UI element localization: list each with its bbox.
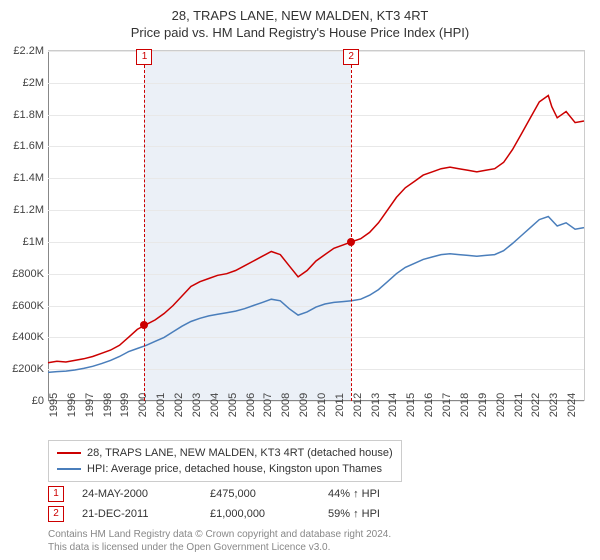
x-tick-label: 2003: [191, 393, 203, 417]
footer-line: Contains HM Land Registry data © Crown c…: [48, 528, 391, 541]
y-tick-label: £1.4M: [4, 172, 44, 184]
sale-marker-box: 1: [136, 49, 152, 65]
y-tick-label: £600K: [4, 300, 44, 312]
legend-item-property: 28, TRAPS LANE, NEW MALDEN, KT3 4RT (det…: [57, 445, 393, 461]
x-tick-label: 2014: [387, 393, 399, 417]
title-main: 28, TRAPS LANE, NEW MALDEN, KT3 4RT: [0, 8, 600, 23]
legend-swatch: [57, 452, 81, 454]
y-tick-label: £2.2M: [4, 45, 44, 57]
y-tick-label: £1M: [4, 236, 44, 248]
sales-table: 1 24-MAY-2000 £475,000 44% ↑ HPI 2 21-DE…: [48, 484, 408, 524]
x-tick-label: 2020: [495, 393, 507, 417]
x-tick-label: 2021: [513, 393, 525, 417]
sale-point: [140, 321, 148, 329]
title-sub: Price paid vs. HM Land Registry's House …: [0, 25, 600, 40]
y-tick-label: £400K: [4, 331, 44, 343]
x-tick-label: 2024: [566, 393, 578, 417]
x-tick-label: 2022: [530, 393, 542, 417]
x-tick-label: 2001: [155, 393, 167, 417]
footer: Contains HM Land Registry data © Crown c…: [48, 528, 391, 554]
x-tick-label: 2013: [370, 393, 382, 417]
x-tick-label: 2000: [137, 393, 149, 417]
x-tick-label: 1998: [102, 393, 114, 417]
x-tick-label: 1997: [84, 393, 96, 417]
x-tick-label: 2011: [334, 393, 346, 417]
series-property: [48, 96, 584, 363]
sale-date: 24-MAY-2000: [82, 488, 192, 500]
x-tick-label: 2004: [209, 393, 221, 417]
sale-marker-icon: 2: [48, 506, 64, 522]
plot-area: £0£200K£400K£600K£800K£1M£1.2M£1.4M£1.6M…: [48, 50, 585, 401]
sale-marker-line: [144, 65, 145, 401]
series-hpi: [48, 217, 584, 373]
x-tick-label: 1996: [66, 393, 78, 417]
x-tick-label: 2009: [298, 393, 310, 417]
sale-marker-icon: 1: [48, 486, 64, 502]
x-tick-label: 2006: [245, 393, 257, 417]
sale-marker-line: [351, 65, 352, 401]
x-tick-label: 2012: [352, 393, 364, 417]
y-tick-label: £1.6M: [4, 140, 44, 152]
sale-pct: 59% ↑ HPI: [328, 508, 408, 520]
legend-label: 28, TRAPS LANE, NEW MALDEN, KT3 4RT (det…: [87, 447, 393, 459]
x-tick-label: 2018: [459, 393, 471, 417]
sale-point: [347, 238, 355, 246]
x-tick-label: 2023: [548, 393, 560, 417]
legend-item-hpi: HPI: Average price, detached house, King…: [57, 461, 393, 477]
y-tick-label: £200K: [4, 363, 44, 375]
x-tick-label: 1999: [119, 393, 131, 417]
legend-label: HPI: Average price, detached house, King…: [87, 463, 382, 475]
chart-container: 28, TRAPS LANE, NEW MALDEN, KT3 4RT Pric…: [0, 0, 600, 560]
legend: 28, TRAPS LANE, NEW MALDEN, KT3 4RT (det…: [48, 440, 402, 482]
x-tick-label: 2015: [405, 393, 417, 417]
x-tick-label: 2002: [173, 393, 185, 417]
y-tick-label: £2M: [4, 77, 44, 89]
y-tick-label: £0: [4, 395, 44, 407]
sale-price: £475,000: [210, 488, 310, 500]
y-tick-label: £800K: [4, 268, 44, 280]
sale-pct: 44% ↑ HPI: [328, 488, 408, 500]
sale-marker-box: 2: [343, 49, 359, 65]
chart-lines: [48, 51, 584, 401]
x-tick-label: 2005: [227, 393, 239, 417]
y-tick-label: £1.2M: [4, 204, 44, 216]
x-tick-label: 2007: [262, 393, 274, 417]
x-tick-label: 2008: [280, 393, 292, 417]
y-tick-label: £1.8M: [4, 109, 44, 121]
title-block: 28, TRAPS LANE, NEW MALDEN, KT3 4RT Pric…: [0, 0, 600, 40]
sale-price: £1,000,000: [210, 508, 310, 520]
x-tick-label: 1995: [48, 393, 60, 417]
footer-line: This data is licensed under the Open Gov…: [48, 541, 391, 554]
sale-row: 1 24-MAY-2000 £475,000 44% ↑ HPI: [48, 484, 408, 504]
sale-date: 21-DEC-2011: [82, 508, 192, 520]
x-tick-label: 2017: [441, 393, 453, 417]
x-tick-label: 2019: [477, 393, 489, 417]
sale-row: 2 21-DEC-2011 £1,000,000 59% ↑ HPI: [48, 504, 408, 524]
legend-swatch: [57, 468, 81, 470]
x-tick-label: 2016: [423, 393, 435, 417]
x-tick-label: 2010: [316, 393, 328, 417]
